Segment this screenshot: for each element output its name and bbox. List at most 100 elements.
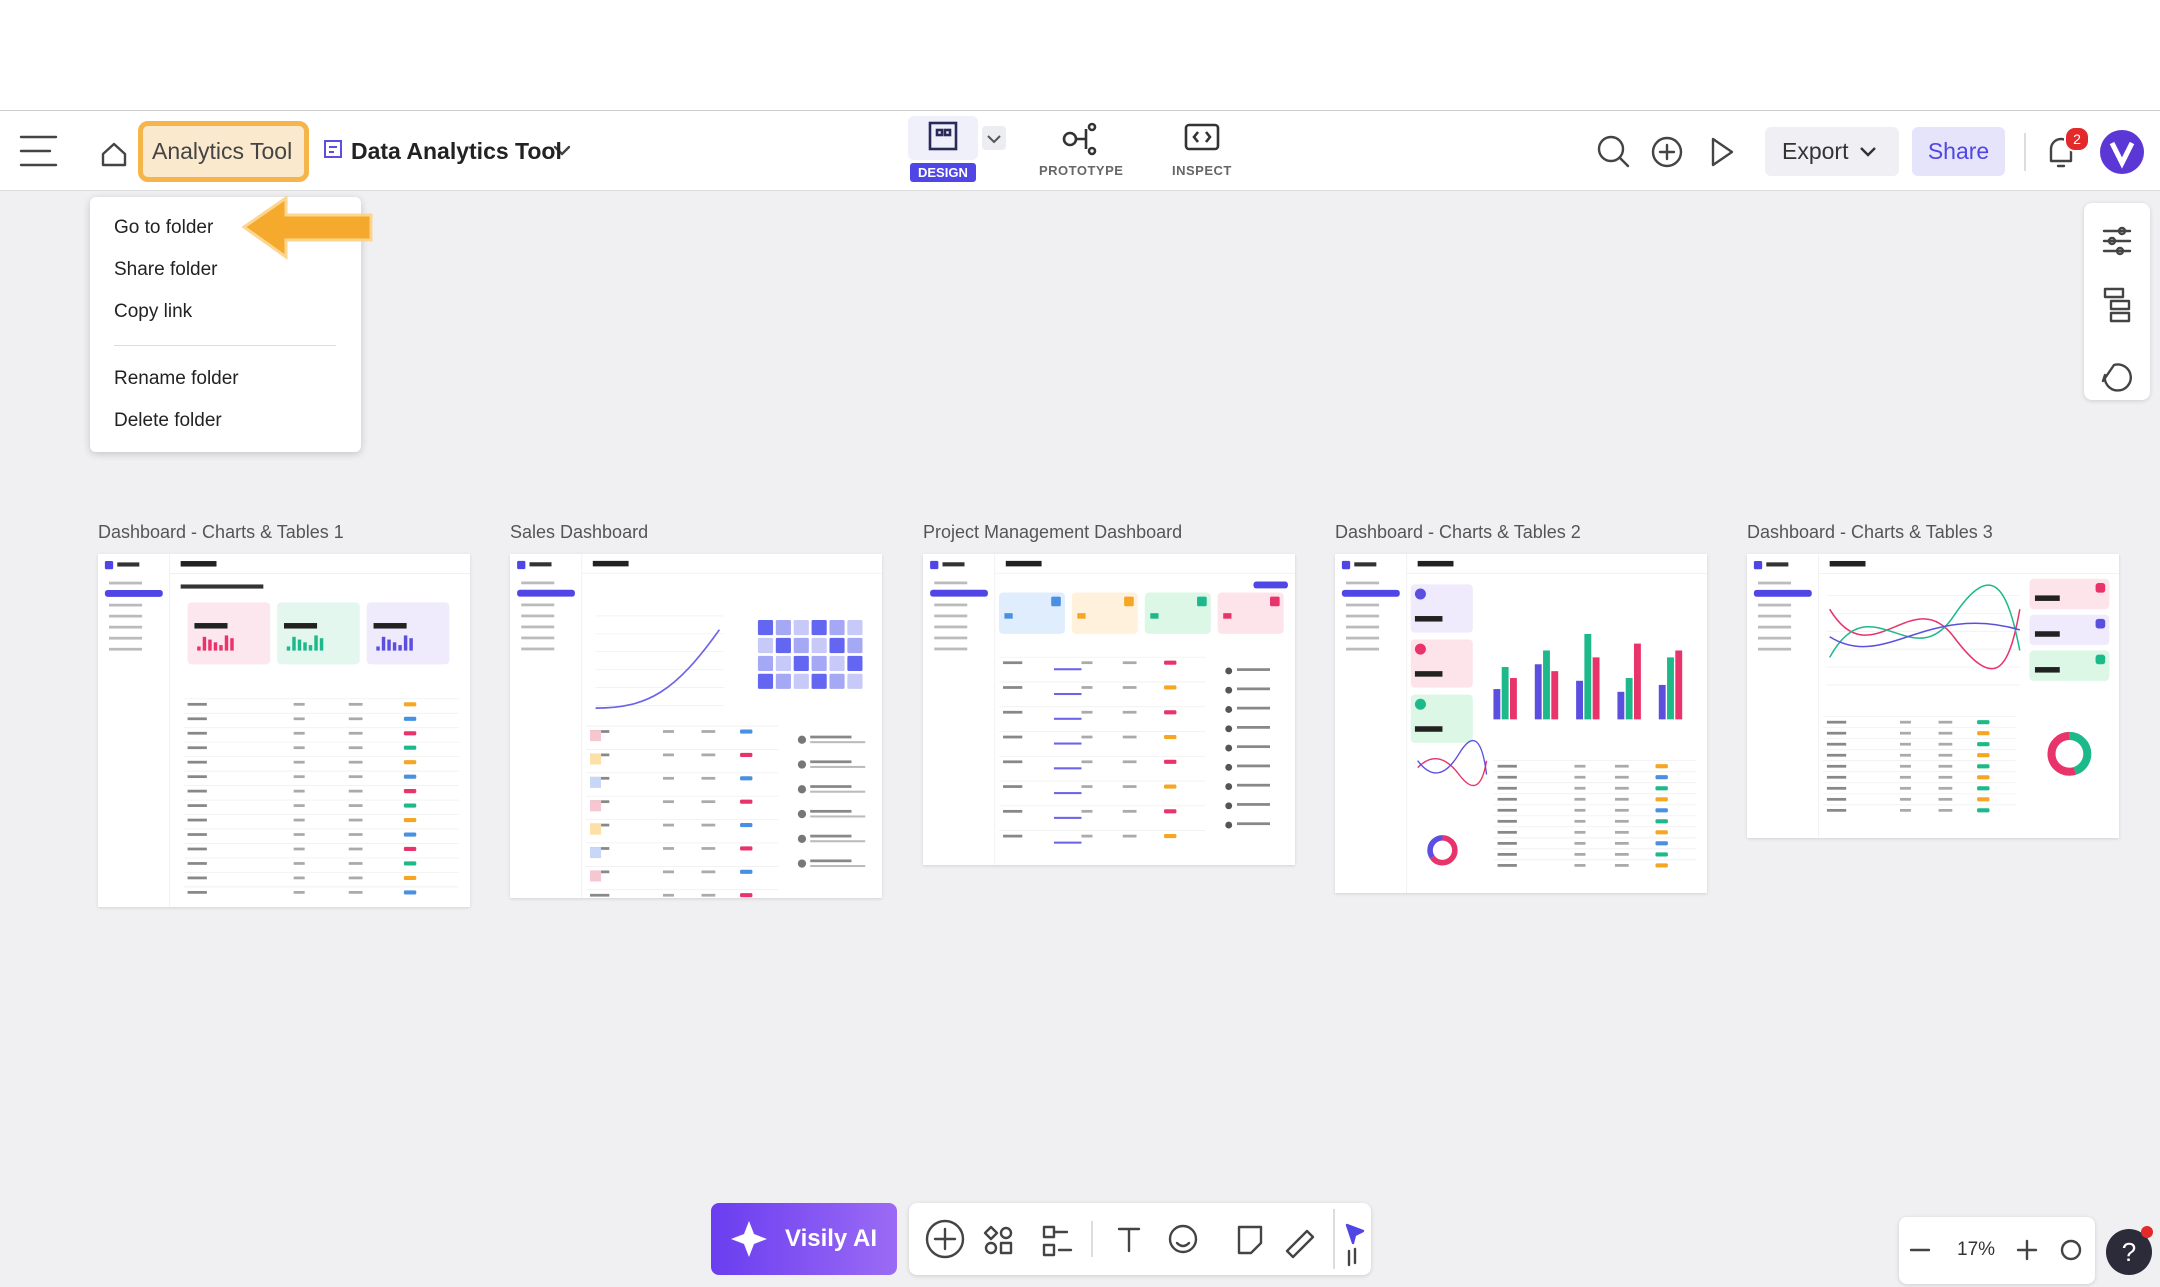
thumb-shape xyxy=(1164,809,1177,814)
frame-thumbnail[interactable] xyxy=(1335,554,1707,893)
folder-name[interactable]: Analytics Tool xyxy=(152,138,293,164)
thumb-shape xyxy=(381,636,386,651)
thumb-shape xyxy=(1497,775,1517,779)
thumb-shape xyxy=(348,746,363,750)
thumb-shape xyxy=(373,623,407,629)
toolbar-icons xyxy=(19,116,2144,174)
frame-title[interactable]: Dashboard - Charts & Tables 2 xyxy=(1335,522,1581,542)
thumb-shape xyxy=(208,639,212,651)
thumb-shape xyxy=(829,673,845,689)
thumb-shape xyxy=(1236,726,1271,729)
menu-item[interactable]: Go to folder xyxy=(114,217,214,238)
thumb-shape xyxy=(1081,834,1093,838)
thumb-shape xyxy=(348,789,363,793)
thumb-shape xyxy=(998,592,1065,634)
thumb-shape xyxy=(590,847,602,859)
right-panel xyxy=(2084,203,2150,400)
tab-inspect[interactable]: INSPECT xyxy=(1172,163,1232,178)
thumb-shape xyxy=(811,620,827,636)
thumb-shape xyxy=(1497,808,1517,812)
thumb-shape xyxy=(1150,613,1159,619)
thumb-shape xyxy=(810,760,852,764)
frame-thumbnail[interactable] xyxy=(510,554,882,898)
menu-item[interactable]: Delete folder xyxy=(114,410,222,431)
thumb-shape xyxy=(701,847,716,850)
ai-button[interactable]: Visily AI xyxy=(711,1203,897,1275)
thumb-shape xyxy=(224,635,229,651)
thumb-shape xyxy=(1655,830,1668,835)
thumb-shape xyxy=(521,636,555,640)
thumb-shape xyxy=(348,804,363,807)
thumb-shape xyxy=(1053,792,1082,795)
thumb-shape xyxy=(1223,613,1232,619)
frame-thumbnail[interactable] xyxy=(923,554,1295,865)
menu-item[interactable]: Rename folder xyxy=(114,368,239,389)
thumb-shape xyxy=(403,817,417,823)
frame-title[interactable]: Sales Dashboard xyxy=(510,522,649,542)
thumb-shape xyxy=(810,834,852,838)
thumb-shape xyxy=(1003,735,1023,739)
thumb-shape xyxy=(293,862,305,865)
frame-thumbnail[interactable] xyxy=(1747,554,2119,838)
thumb-shape xyxy=(662,823,674,827)
frame-thumbnail[interactable] xyxy=(98,554,470,907)
frame-title[interactable]: Dashboard - Charts & Tables 3 xyxy=(1747,522,1993,542)
thumb-shape xyxy=(1427,835,1458,866)
thumb-shape xyxy=(1766,562,1789,567)
thumb-shape xyxy=(1497,853,1517,856)
thumb-shape xyxy=(1053,668,1082,671)
thumb-shape xyxy=(1509,678,1517,720)
thumb-shape xyxy=(1003,760,1023,764)
project-name[interactable]: Data Analytics Tool xyxy=(351,138,562,164)
thumb-shape xyxy=(1977,764,1990,769)
help-button[interactable]: ? xyxy=(2105,1222,2157,1278)
thumb-shape xyxy=(1253,581,1288,589)
thumb-shape xyxy=(740,846,753,851)
export-button[interactable]: Export xyxy=(1765,127,1899,176)
thumb-shape xyxy=(277,602,360,665)
thumb-shape xyxy=(403,774,417,779)
frame-title[interactable]: Dashboard - Charts & Tables 1 xyxy=(98,522,344,542)
menu-item[interactable]: Share folder xyxy=(114,259,218,280)
thumb-shape xyxy=(1574,830,1586,834)
thumb-shape xyxy=(810,840,866,843)
thumb-shape xyxy=(1346,625,1380,629)
thumb-shape xyxy=(701,870,716,874)
frame-title[interactable]: Project Management Dashboard xyxy=(923,522,1183,542)
tab-prototype[interactable]: PROTOTYPE xyxy=(1039,163,1124,178)
export-label: Export xyxy=(1782,138,1849,164)
thumb-shape xyxy=(1081,661,1093,665)
thumb-shape xyxy=(1574,864,1586,867)
thumb-shape xyxy=(293,717,305,721)
thumb-shape xyxy=(187,717,207,721)
thumb-shape xyxy=(293,833,305,836)
thumb-shape xyxy=(521,581,555,585)
thumb-shape xyxy=(1225,686,1233,694)
thumb-shape xyxy=(775,637,791,654)
thumb-shape xyxy=(319,638,324,651)
thumb-shape xyxy=(1493,689,1501,720)
thumb-shape xyxy=(1417,758,1488,787)
thumb-shape xyxy=(1071,592,1138,634)
thumb-shape xyxy=(662,847,674,850)
thumb-shape xyxy=(1758,647,1792,651)
thumb-shape xyxy=(1081,686,1093,689)
zoom-level[interactable]: 17% xyxy=(1957,1239,1996,1260)
thumb-shape xyxy=(934,625,968,629)
thumb-shape xyxy=(1614,764,1629,768)
thumb-shape xyxy=(775,655,791,671)
thumb-shape xyxy=(585,595,731,720)
tab-design[interactable]: DESIGN xyxy=(910,163,976,182)
thumb-shape xyxy=(366,602,450,665)
thumb-shape xyxy=(1497,819,1517,823)
thumb-shape xyxy=(187,847,207,851)
thumb-shape xyxy=(1003,785,1023,788)
thumb-shape xyxy=(293,731,305,735)
thumb-shape xyxy=(1574,853,1586,856)
thumb-shape xyxy=(1899,797,1911,801)
menu-item[interactable]: Copy link xyxy=(114,301,193,322)
thumb-shape xyxy=(1829,608,2021,670)
thumb-shape xyxy=(1614,808,1629,812)
thumb-shape xyxy=(590,753,602,765)
share-button[interactable]: Share xyxy=(1912,127,2005,176)
